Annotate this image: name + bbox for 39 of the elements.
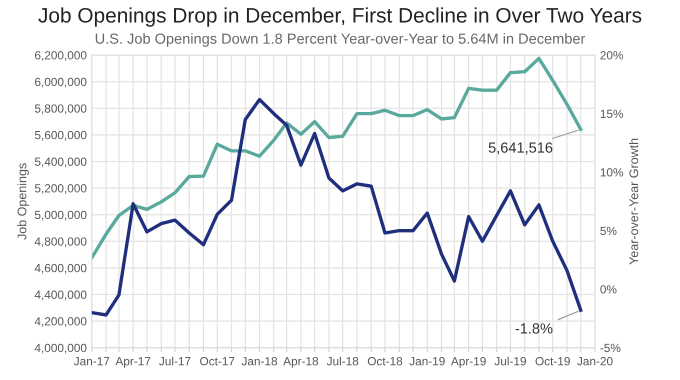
y-tick-label: 4,200,000 — [34, 317, 86, 327]
data-label: 5,641,516 — [488, 142, 552, 154]
x-tick-label: Oct-19 — [536, 357, 570, 366]
y2-tick-label: 20% — [600, 51, 624, 60]
x-tick-label: Apr-19 — [450, 357, 486, 368]
y2-tick-label: -5% — [600, 344, 620, 352]
y-tick-label: 5,600,000 — [34, 130, 86, 141]
y-tick-label: 6,200,000 — [35, 51, 86, 61]
x-tick-label: Apr-17 — [115, 357, 150, 368]
y-tick-label: 5,400,000 — [34, 158, 86, 168]
y-tick-label: 5,800,000 — [34, 104, 86, 114]
y2-tick-label: 0% — [600, 285, 617, 294]
y2-axis-title: Year-over-Year Growth — [629, 138, 638, 265]
y-axis-title: Job Openings — [17, 163, 29, 240]
line-series — [92, 56, 582, 260]
y-tick-label: 4,600,000 — [34, 264, 86, 274]
chart-title: Job Openings Drop in December, First Decline in Over Two Years — [38, 7, 642, 27]
chart-subtitle: U.S. Job Openings Down 1.8 Percent Year-over-Year to 5.64M in December — [96, 33, 586, 47]
y2-tick-label: 15% — [600, 110, 624, 118]
x-tick-label: Jan-19 — [409, 357, 445, 366]
y-tick-label: 4,000,000 — [34, 344, 86, 354]
x-tick-label: Apr-18 — [283, 357, 318, 368]
y-tick-label: 5,000,000 — [34, 210, 86, 220]
x-tick-label: Jan-18 — [242, 357, 278, 366]
y-tick-label: 4,400,000 — [34, 290, 86, 300]
x-tick-label: Oct-17 — [200, 357, 234, 366]
x-tick-label: Jul-18 — [326, 356, 358, 366]
data-label: -1.8% — [516, 323, 552, 334]
x-tick-label: Jan-20 — [577, 357, 613, 366]
y-tick-label: 4,800,000 — [34, 237, 86, 248]
x-tick-label: Oct-18 — [368, 357, 402, 366]
x-tick-label: Jan-17 — [74, 357, 110, 366]
y-tick-label: 6,000,000 — [35, 78, 86, 88]
x-tick-label: Jul-17 — [159, 356, 190, 366]
y2-tick-label: 10% — [600, 168, 624, 177]
x-tick-label: Jul-19 — [494, 356, 526, 366]
y-tick-label: 5,200,000 — [34, 184, 86, 194]
line-series — [92, 98, 582, 317]
y2-tick-label: 5% — [600, 226, 617, 236]
